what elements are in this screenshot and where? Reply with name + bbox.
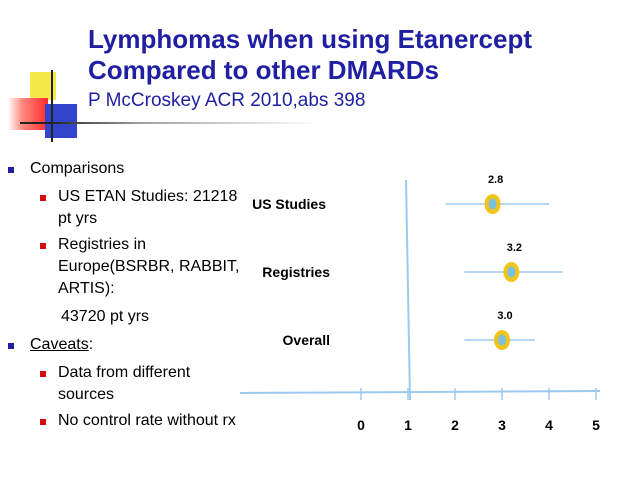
point-estimate-label: 3.2 — [507, 242, 522, 254]
bullet-caveats: Caveats: — [8, 334, 248, 356]
bullet-no-control: No control rate without rx — [8, 410, 248, 432]
x-axis-line — [239, 390, 601, 394]
point-estimate-label: 3.0 — [497, 310, 512, 322]
x-tick-label: 4 — [545, 417, 553, 433]
sub-bullet-marker — [40, 195, 46, 201]
decor-red-square — [8, 98, 48, 130]
point-estimate-center — [507, 266, 516, 278]
slide-title: Lymphomas when using Etanercept Compared… — [88, 24, 532, 86]
point-estimate-label: 2.8 — [488, 174, 503, 186]
slide-title-line-2: Compared to other DMARDs — [88, 55, 440, 85]
row-label: US Studies — [252, 196, 326, 212]
bullet-comparisons: Comparisons — [8, 158, 248, 180]
reference-line — [405, 179, 411, 401]
bullet-text: No control rate without rx — [58, 412, 236, 429]
slide-title-line-1: Lymphomas when using Etanercept — [88, 24, 533, 54]
bullet-text: US ETAN Studies: 21218 pt yrs — [58, 188, 238, 227]
sub-bullet-marker — [40, 371, 46, 377]
bullet-us-etan: US ETAN Studies: 21218 pt yrs — [8, 186, 248, 230]
x-tick-label: 5 — [592, 417, 600, 433]
bullet-marker — [8, 167, 14, 173]
decor-vertical-line — [51, 70, 53, 142]
bullet-data-sources: Data from different sources — [8, 362, 248, 406]
bullet-text: Caveats — [30, 336, 89, 353]
decor-blue-square — [45, 104, 77, 138]
bullet-text: Comparisons — [30, 160, 125, 177]
sub-bullet-marker — [40, 419, 46, 425]
registries-pt-yrs: 43720 pt yrs — [61, 308, 150, 325]
row-label: Registries — [262, 264, 330, 280]
x-tick-label: 1 — [404, 417, 412, 433]
x-tick-label: 2 — [451, 417, 459, 433]
bullet-text: Registries in Europe(BSRBR, RABBIT, ARTI… — [58, 236, 240, 297]
sub-bullet-marker — [40, 243, 46, 249]
bullet-list: Comparisons US ETAN Studies: 21218 pt yr… — [8, 158, 248, 436]
x-tick-label: 0 — [357, 417, 365, 433]
point-estimate-center — [498, 334, 506, 346]
bullet-marker — [8, 343, 14, 349]
point-estimate-center — [488, 198, 497, 210]
slide-subtitle: P McCroskey ACR 2010,abs 398 — [88, 90, 366, 111]
bullet-colon: : — [88, 336, 94, 353]
x-tick-label: 3 — [498, 417, 506, 433]
decor-horizontal-line — [20, 122, 320, 124]
bullet-registries: Registries in Europe(BSRBR, RABBIT, ARTI… — [8, 234, 248, 300]
row-label: Overall — [283, 332, 330, 348]
bullet-text: Data from different sources — [58, 364, 191, 403]
